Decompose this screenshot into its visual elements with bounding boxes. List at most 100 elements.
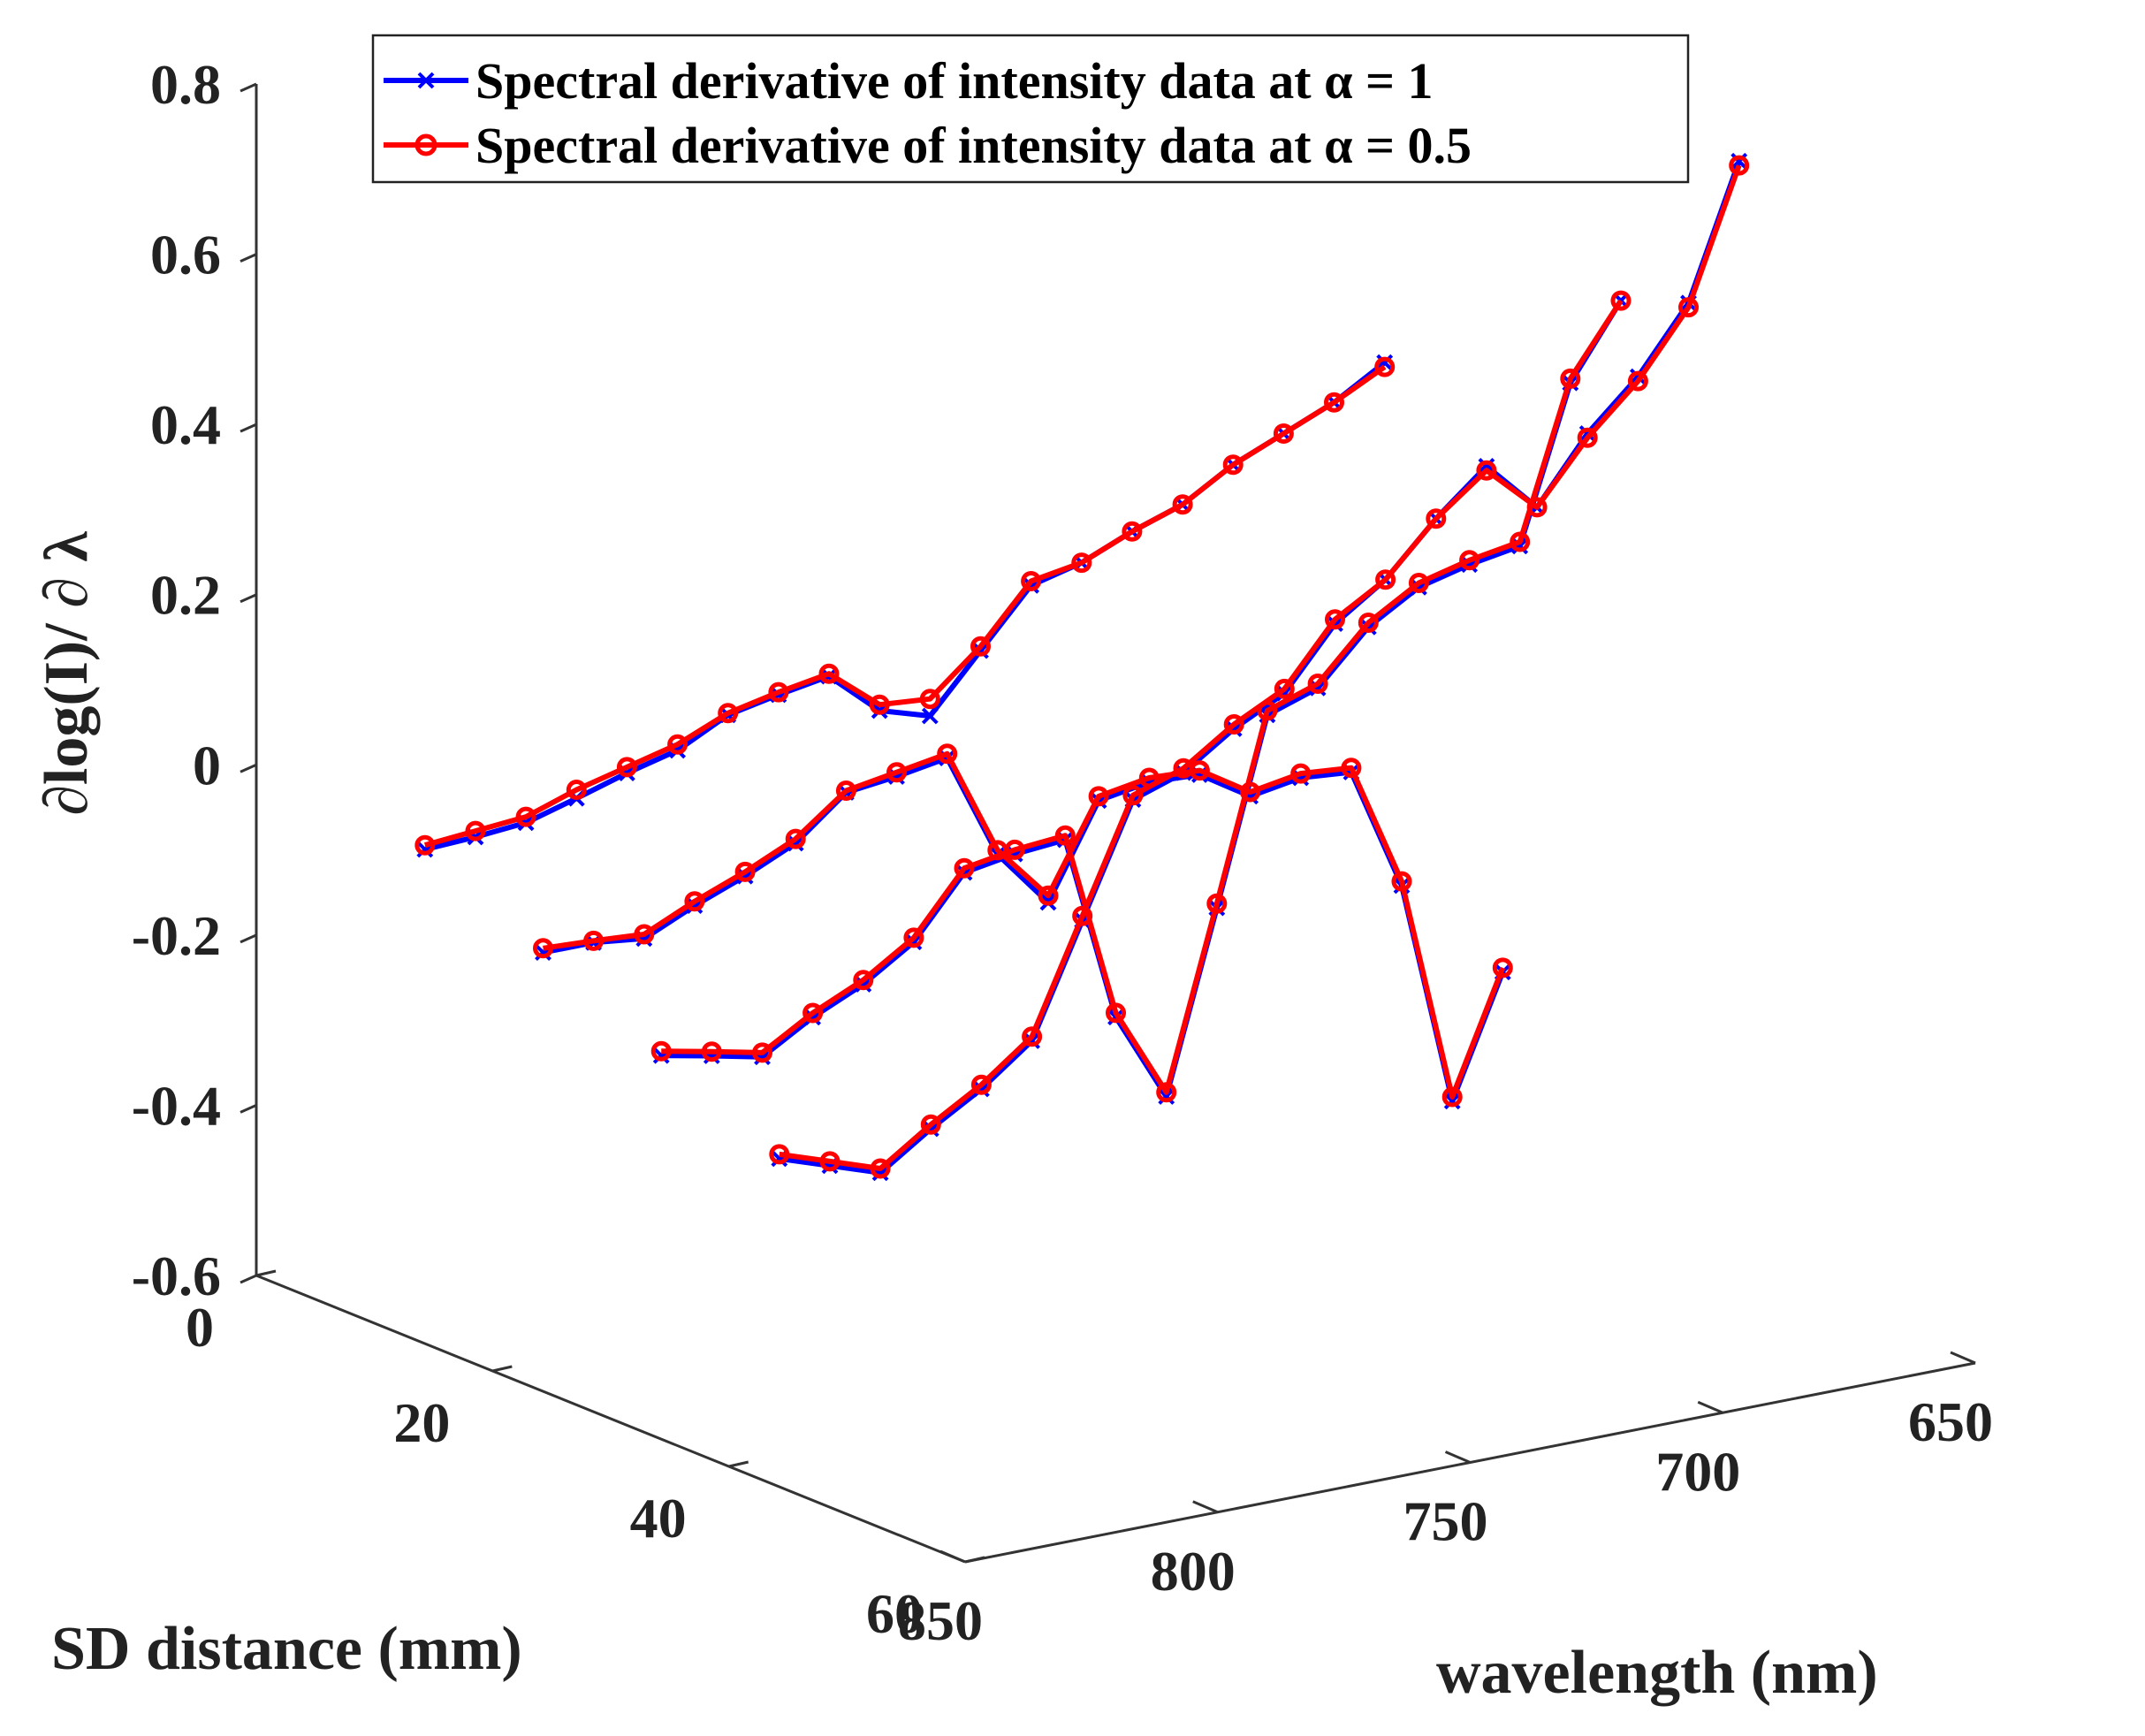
legend-marker-alpha-1 [417, 72, 435, 89]
data-point [1358, 613, 1379, 633]
series-line [661, 299, 1624, 1095]
x-tick-label: 700 [1655, 1440, 1740, 1503]
data-point [684, 891, 705, 912]
data-point [1122, 785, 1144, 806]
data-point [1678, 297, 1699, 318]
data-point [1004, 839, 1025, 860]
data-point [1054, 825, 1076, 846]
data-point [415, 834, 436, 856]
data-point [583, 930, 605, 951]
data-point [802, 1002, 824, 1024]
x-tick-label: 750 [1403, 1490, 1488, 1553]
y-tick-label: 0 [186, 1296, 214, 1359]
data-point [1526, 497, 1548, 518]
legend-marker-alpha-0-5 [415, 133, 437, 156]
series-line [661, 299, 1624, 1100]
data-point [634, 924, 655, 945]
y-axis-title: SD distance (mm) [51, 1615, 522, 1683]
z-tick-mark [240, 593, 257, 604]
data-point [1374, 356, 1396, 377]
data-point [1391, 871, 1412, 892]
x-tick-label: 800 [1151, 1540, 1236, 1603]
y-tick-label: 40 [630, 1487, 687, 1549]
data-point [1476, 460, 1497, 481]
data-point [903, 927, 924, 948]
data-point [886, 762, 907, 783]
data-point [1729, 155, 1750, 176]
data-point [1441, 1086, 1463, 1108]
series-layer [415, 152, 1750, 1182]
z-tick-mark [240, 763, 257, 773]
data-point [921, 707, 939, 725]
data-point [1173, 758, 1194, 779]
data-point [1560, 368, 1581, 389]
data-point [785, 828, 806, 849]
z-tick-mark [240, 1104, 257, 1114]
data-point [869, 694, 890, 715]
y-tick-label: 20 [393, 1391, 450, 1454]
data-point [1273, 423, 1294, 444]
data-point [970, 1074, 992, 1095]
x-axis-title: wavelength (nm) [1436, 1639, 1878, 1707]
data-point [515, 806, 536, 827]
data-point [768, 681, 789, 703]
data-point [1072, 905, 1093, 926]
x-ticks: 650 700 750 800 850 [898, 1351, 1993, 1652]
data-point [465, 820, 486, 841]
data-point [1341, 758, 1362, 779]
z-tick-mark [240, 933, 257, 944]
z-tick-label: 0.6 [150, 224, 221, 286]
x-tick-mark [1192, 1500, 1219, 1514]
legend: Spectral derivative of intensity data at… [371, 34, 1690, 184]
data-point [1106, 1002, 1126, 1024]
data-point [1223, 714, 1244, 735]
data-point [954, 857, 975, 879]
data-point [870, 1158, 891, 1179]
legend-label-alpha-0-5: Spectral derivative of intensity data at… [475, 117, 1472, 174]
data-point [769, 1144, 790, 1165]
data-point [835, 780, 856, 801]
legend-label-alpha-1: Spectral derivative of intensity data at… [475, 52, 1434, 110]
data-point [1325, 609, 1345, 630]
data-point [1492, 957, 1513, 978]
data-point [1022, 1026, 1043, 1047]
data-point [937, 743, 958, 765]
data-point [1274, 678, 1295, 699]
data-point [1122, 521, 1143, 542]
z-tick-label: -0.6 [132, 1245, 221, 1307]
y-ticks: 0 20 40 60 [186, 1269, 985, 1645]
data-point [1156, 1082, 1177, 1103]
y-tick-mark [728, 1460, 749, 1468]
data-point [1324, 392, 1344, 413]
z-tick-mark [240, 423, 257, 433]
y-tick-mark [964, 1556, 985, 1564]
data-point [533, 938, 553, 959]
data-point [1510, 531, 1531, 552]
z-ticks: 0.8 0.6 0.4 0.2 0 -0.2 -0.4 -0.6 [132, 53, 257, 1307]
data-point [1290, 763, 1312, 784]
axes [255, 84, 1976, 1564]
z-tick-mark [240, 82, 257, 93]
y-tick-label: 60 [866, 1582, 923, 1645]
z-tick-mark [240, 253, 257, 263]
series-alpha-0-5 [415, 155, 1750, 1179]
data-point [1375, 569, 1396, 590]
data-point [1038, 885, 1059, 906]
data-point [566, 780, 587, 800]
data-point [667, 734, 688, 755]
data-point [920, 1114, 941, 1135]
data-point [1222, 454, 1244, 476]
data-point [819, 1151, 841, 1172]
z-tick-label: 0.2 [150, 564, 221, 627]
data-point [1307, 674, 1328, 694]
data-point [650, 1040, 672, 1062]
z-tick-label: -0.4 [132, 1074, 221, 1137]
z-tick-label: 0.8 [150, 53, 221, 116]
x-tick-label: 850 [898, 1589, 983, 1652]
x-tick-label: 650 [1908, 1390, 1993, 1453]
series-alpha-1 [416, 152, 1748, 1182]
z-axis-title: ∂log(I)/ ∂ λ [33, 531, 101, 816]
x-tick-mark [939, 1549, 966, 1564]
z-tick-label: 0.4 [150, 393, 221, 456]
